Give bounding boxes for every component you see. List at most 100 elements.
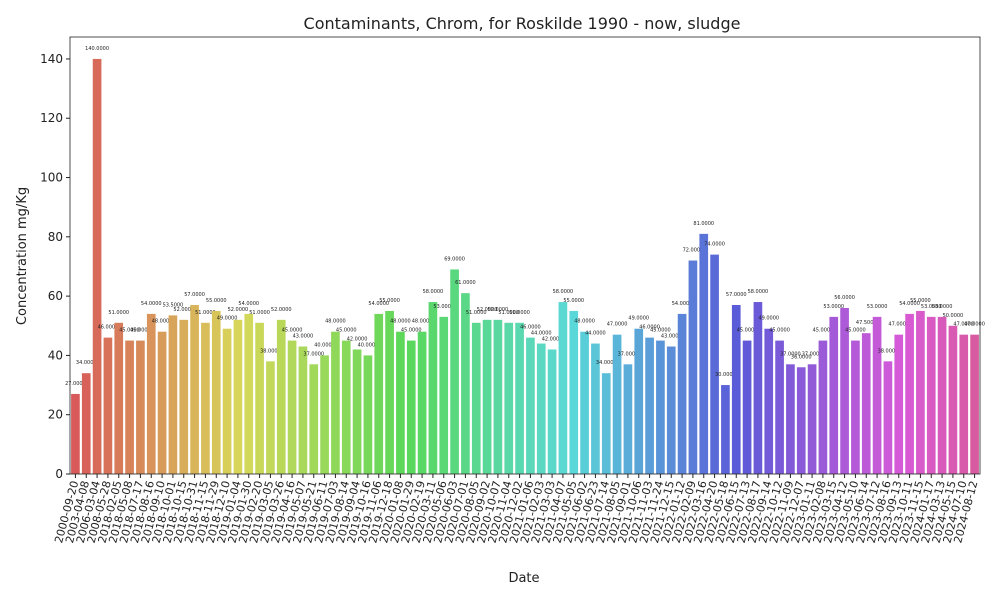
- bar: [471, 322, 481, 474]
- data-label: 52.0000: [488, 307, 509, 313]
- bar: [493, 319, 503, 474]
- data-label: 42.0000: [347, 336, 368, 342]
- data-label: 44.0000: [531, 331, 552, 337]
- bar: [753, 302, 763, 474]
- data-label: 40.0000: [358, 342, 379, 348]
- bar: [450, 269, 459, 474]
- data-label: 44.0000: [585, 331, 606, 337]
- data-label: 69.0000: [444, 256, 465, 262]
- bar: [916, 310, 925, 474]
- bar: [796, 367, 806, 474]
- data-label: 54.0000: [141, 301, 162, 307]
- bar: [428, 302, 438, 474]
- bar: [146, 313, 156, 474]
- data-label: 54.0000: [368, 301, 389, 307]
- data-label: 45.0000: [282, 328, 303, 334]
- bar: [352, 349, 362, 474]
- bar: [591, 343, 600, 474]
- data-label: 54.0000: [672, 301, 693, 307]
- bar: [894, 334, 904, 474]
- data-label: 48.0000: [325, 319, 346, 325]
- data-label: 34.0000: [76, 360, 97, 366]
- bar: [731, 305, 741, 474]
- bar: [666, 346, 676, 474]
- bar: [580, 331, 589, 474]
- bar: [81, 373, 91, 474]
- bar: [634, 328, 644, 474]
- bar: [937, 316, 947, 474]
- x-axis-label: Date: [508, 571, 539, 586]
- bar: [710, 254, 719, 474]
- y-tick-label: 0: [55, 467, 63, 481]
- bar: [526, 337, 535, 474]
- data-label: 54.0000: [238, 301, 259, 307]
- bar: [482, 319, 492, 474]
- y-axis-label: Concentration mg/Kg: [15, 187, 30, 325]
- data-label: 45.0000: [650, 328, 671, 334]
- bar: [341, 340, 351, 474]
- bar: [233, 319, 243, 474]
- bar: [157, 331, 167, 474]
- bar: [558, 302, 568, 474]
- bar: [374, 313, 384, 474]
- data-label: 53.0000: [867, 304, 888, 310]
- data-label: 46.0000: [520, 325, 541, 331]
- data-label: 37.0000: [618, 351, 639, 357]
- bar: [612, 334, 622, 474]
- bar: [168, 315, 178, 474]
- data-label: 52.0000: [173, 307, 194, 313]
- bar: [504, 322, 514, 474]
- bar: [179, 319, 189, 474]
- data-label: 34.0000: [596, 360, 617, 366]
- bar: [861, 333, 871, 474]
- data-label: 27.0000: [65, 381, 86, 387]
- bar: [601, 373, 611, 474]
- bar: [385, 310, 394, 474]
- data-label: 48.0000: [390, 319, 411, 325]
- bar: [439, 316, 449, 474]
- data-label: 58.0000: [553, 289, 574, 295]
- bar: [309, 364, 319, 474]
- data-label: 52.0000: [271, 307, 292, 313]
- bar: [222, 328, 232, 474]
- data-label: 51.0000: [249, 310, 270, 316]
- bar: [775, 340, 784, 474]
- data-label: 43.0000: [661, 334, 682, 340]
- data-label: 45.0000: [119, 328, 140, 334]
- bar: [266, 361, 275, 474]
- data-label: 55.0000: [910, 298, 931, 304]
- data-label: 55.0000: [206, 298, 227, 304]
- bar: [645, 337, 654, 474]
- bar: [363, 355, 373, 474]
- plot-frame: [69, 36, 981, 475]
- data-label: 45.0000: [737, 328, 758, 334]
- bar: [623, 364, 633, 474]
- data-label: 74.0000: [704, 242, 725, 248]
- bar: [536, 343, 546, 474]
- bar: [883, 361, 893, 474]
- data-label: 46.0000: [639, 325, 660, 331]
- data-label: 53.0000: [433, 304, 454, 310]
- bar: [818, 340, 828, 474]
- data-label: 48.0000: [412, 319, 433, 325]
- chart-title: Contaminants, Chrom, for Roskilde 1990 -…: [304, 14, 741, 33]
- bar: [320, 355, 329, 474]
- bar: [840, 307, 849, 474]
- data-label: 49.0000: [758, 316, 779, 322]
- bar: [255, 322, 264, 474]
- bar: [948, 325, 958, 474]
- bar: [92, 58, 102, 475]
- bar: [211, 310, 221, 474]
- data-label: 52.0000: [477, 307, 498, 313]
- data-label: 53.0000: [932, 304, 953, 310]
- data-label: 47.0000: [964, 322, 985, 328]
- bar: [136, 340, 145, 474]
- data-label: 45.0000: [336, 328, 357, 334]
- data-label: 47.0000: [888, 322, 909, 328]
- data-label: 37.0000: [802, 351, 823, 357]
- data-label: 58.0000: [748, 289, 769, 295]
- bar: [807, 364, 817, 474]
- data-label: 51.0000: [108, 310, 129, 316]
- y-tick-label: 40: [48, 348, 63, 362]
- bar: [688, 260, 698, 474]
